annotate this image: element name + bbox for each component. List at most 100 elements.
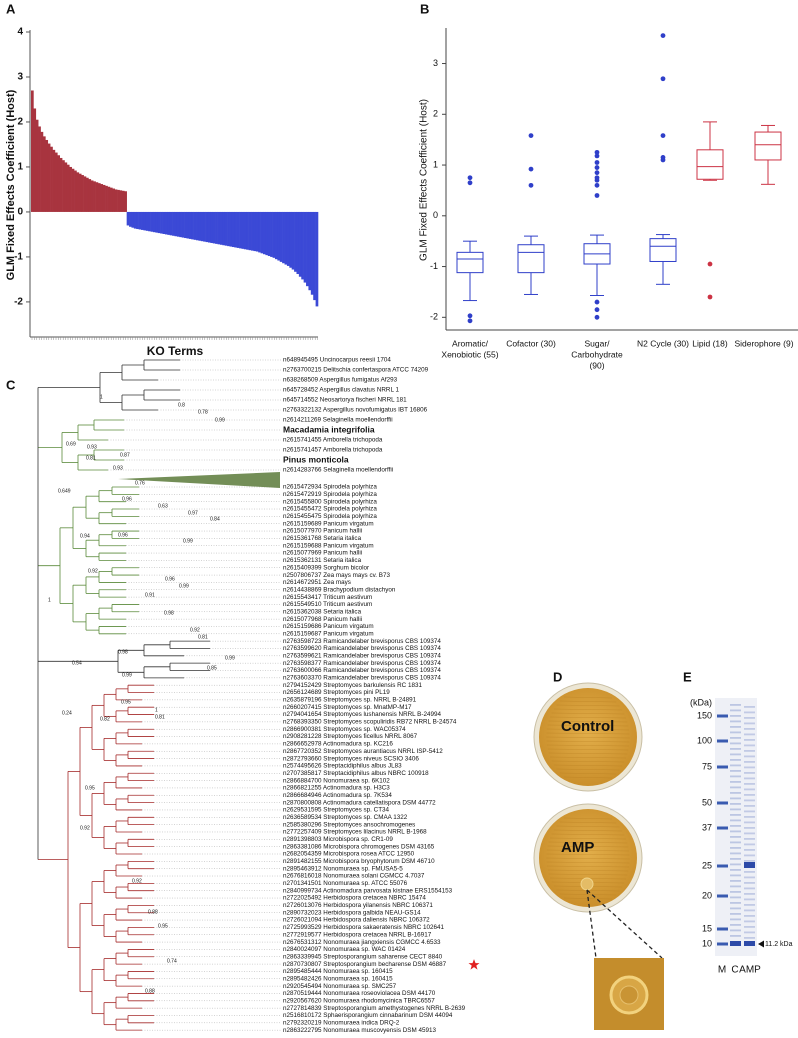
lane-band: [730, 753, 741, 756]
bar: [121, 190, 125, 212]
lane-band: [744, 893, 755, 895]
bar: [90, 180, 94, 212]
bar: [229, 211, 233, 247]
leaf-label: n2920545494 Nonomuraea sp. SMC257: [283, 983, 397, 990]
zoom-line: [586, 889, 597, 959]
bar: [224, 211, 228, 246]
leaf-label: n2763599621 Ramicandelaber brevisporus C…: [283, 652, 441, 659]
bar: [260, 211, 264, 254]
leaf-label: n2891398803 Microbispora sp. CR1-09: [283, 836, 393, 843]
x-tick-label: Lipid (18): [692, 338, 728, 348]
bar: [107, 186, 111, 212]
leaf-label: n2726021094 Herbidospora daliensis NBRC …: [283, 917, 430, 924]
leaf-label: n2615077969 Panicum hallii: [283, 550, 362, 557]
support-value: 0.92: [88, 568, 98, 574]
leaf-label: n2615472934 Spirodela polyrhiza: [283, 484, 377, 491]
bar: [176, 211, 180, 237]
lane-band: [744, 871, 755, 873]
lane-band: [744, 849, 755, 851]
bar: [131, 211, 135, 228]
bar: [141, 211, 144, 230]
lane-band: [744, 777, 755, 780]
lane-band: [744, 788, 755, 791]
lane-band: [730, 819, 741, 822]
leaf-label: n2615472919 Spirodela polyrhiza: [283, 491, 377, 498]
support-value: 1: [48, 597, 51, 603]
streak: [556, 704, 620, 707]
support-value: 0.91: [145, 592, 155, 598]
leaf-label: n2722025492 Herbidospora cretacea NBRC 1…: [283, 895, 426, 902]
y-tick-label: 2: [433, 109, 438, 119]
bar: [71, 168, 75, 212]
leaf-label: n2656124689 Streptomyces pini PL19: [283, 689, 390, 696]
streak: [556, 768, 620, 771]
leaf-label: n2726013076 Herbidospora yilanensis NBRC…: [283, 902, 433, 909]
leaf-label: n2707385817 Streptacidiphilus albus NBRC…: [283, 770, 429, 777]
support-value: 0.24: [62, 710, 72, 716]
support-value: 0.99: [215, 417, 225, 423]
lane-band: [744, 937, 755, 939]
leaf-label: n2615741457 Amborella trichopoda: [283, 447, 383, 454]
leaf-label: n2615362131 Setaria italica: [283, 557, 362, 564]
bar: [74, 170, 77, 212]
lane-band: [744, 755, 755, 758]
bar: [105, 185, 108, 212]
lane-band: [744, 827, 755, 829]
support-value: 0.98: [118, 649, 128, 655]
streak: [546, 865, 630, 868]
ladder-band: [717, 864, 728, 868]
bar: [83, 176, 87, 212]
bar: [313, 211, 316, 301]
support-value: 0.92: [80, 825, 90, 831]
bar: [303, 211, 307, 283]
support-value: 0.95: [85, 785, 95, 791]
bar: [251, 211, 254, 251]
lane-band: [730, 709, 741, 712]
bar: [262, 211, 266, 255]
bar: [243, 211, 247, 250]
y-tick-label: 1: [17, 162, 23, 173]
leaf-label: n2615159687 Panicum virgatum: [283, 630, 374, 637]
bar: [76, 172, 80, 212]
marker-label: 15: [702, 923, 712, 933]
leaf-label: n2891482155 Microbispora bryophytorum DS…: [283, 858, 435, 865]
bar: [239, 211, 242, 249]
lane-band: [730, 830, 741, 833]
bar: [167, 211, 171, 235]
lane-band: [744, 799, 755, 802]
y-tick-label: -1: [430, 261, 438, 271]
lane-band: [744, 794, 755, 796]
panel-letter: A: [6, 1, 16, 16]
leaf-label: Pinus monticola: [283, 454, 349, 464]
bar: [54, 152, 58, 212]
bar: [102, 184, 106, 212]
bar: [310, 211, 314, 295]
streak: [559, 700, 617, 703]
bar: [270, 211, 273, 257]
agar: [539, 688, 637, 786]
lane-band: [730, 852, 741, 855]
leaf-label: n2866900381 Streptomyces sp. WAC05374: [283, 726, 406, 733]
strong-band: [744, 941, 755, 946]
leaf-label: n2574495626 Streptacidiphilus albus JL83: [283, 763, 402, 770]
outlier: [467, 313, 473, 319]
box: [517, 244, 545, 274]
support-value: 0.99: [225, 655, 235, 661]
bar: [169, 211, 173, 236]
leaf-label: n2660207415 Streptomyces sp. MnatMP-M17: [283, 704, 412, 711]
bar: [64, 162, 68, 212]
bar: [227, 211, 230, 247]
ladder-band: [717, 826, 728, 830]
bar: [284, 211, 288, 265]
leaf-label: n2863339945 Streptosporangium saharense …: [283, 953, 443, 960]
lane-band: [730, 935, 741, 937]
lane-band: [730, 918, 741, 921]
lane-band: [730, 858, 741, 860]
panel-letter: E: [683, 669, 692, 684]
streak: [559, 772, 617, 775]
y-tick-label: 0: [433, 210, 438, 220]
leaf-label: n2895482426 Nonomuraea sp. 160415: [283, 975, 393, 982]
leaf-label: n2614672951 Zea mays: [283, 579, 351, 586]
marker-label: 150: [697, 710, 712, 720]
lane-band: [730, 759, 741, 761]
